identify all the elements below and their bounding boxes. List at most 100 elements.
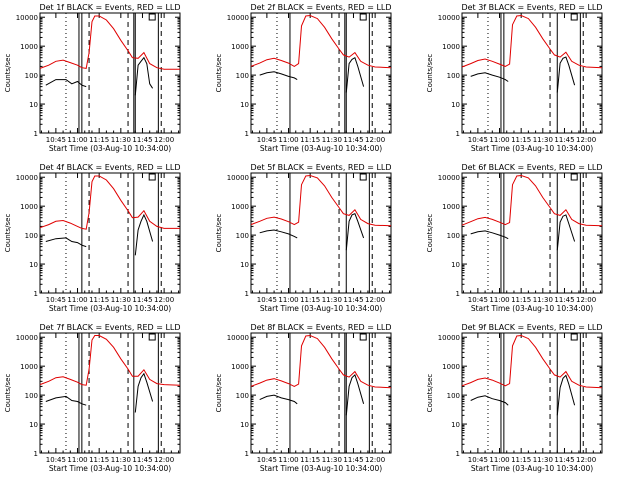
y-tick-label: 100 <box>236 72 249 80</box>
y-axis-label: Counts/sec <box>4 54 12 93</box>
y-tick-label: 10000 <box>438 14 460 22</box>
plot-frame <box>39 12 181 134</box>
y-tick-label: 100 <box>236 392 249 400</box>
series-line-events <box>470 214 576 251</box>
y-axis-label: Counts/sec <box>4 214 12 253</box>
y-tick-label: 100 <box>25 392 38 400</box>
x-tick-label: 10:45 <box>468 456 488 464</box>
x-tick-label: 12:00 <box>154 136 174 144</box>
y-tick-label: 100 <box>236 232 249 240</box>
x-tick-label: 11:15 <box>511 136 531 144</box>
x-tick-label: 12:00 <box>154 296 174 304</box>
y-tick-label: 10 <box>451 101 460 109</box>
x-tick-label: 11:45 <box>343 136 363 144</box>
x-tick-label: 11:45 <box>343 456 363 464</box>
series-line-events <box>259 213 365 251</box>
plot-frame <box>250 12 392 134</box>
y-tick-label: 1000 <box>442 203 460 211</box>
series-line-lld <box>461 174 603 227</box>
x-tick-label: 12:00 <box>365 296 385 304</box>
series-line-lld <box>250 174 392 227</box>
plot-marker-box <box>359 13 367 21</box>
x-tick-label: 12:00 <box>365 456 385 464</box>
panel-det-1: 1 10 100 1000 10000 10:45 11:00 11:15 11:30 11:45… <box>4 3 181 153</box>
y-tick-label: 1000 <box>231 363 249 371</box>
x-tick-label: 12:00 <box>576 296 596 304</box>
plot-title: Det 4f BLACK = Events, RED = LLD <box>39 163 180 172</box>
y-tick-label: 100 <box>447 232 460 240</box>
x-tick-label: 11:15 <box>300 296 320 304</box>
y-tick-label: 10 <box>451 421 460 429</box>
x-tick-label: 11:30 <box>322 136 342 144</box>
y-tick-label: 1 <box>34 130 38 138</box>
x-tick-label: 11:00 <box>67 456 87 464</box>
x-tick-label: 11:15 <box>89 456 109 464</box>
x-tick-label: 10:45 <box>46 136 66 144</box>
x-tick-label: 11:15 <box>511 456 531 464</box>
x-tick-label: 11:30 <box>111 456 131 464</box>
y-tick-label: 10000 <box>16 14 38 22</box>
plot-frame <box>250 172 392 294</box>
y-tick-label: 10000 <box>227 14 249 22</box>
x-tick-label: 12:00 <box>365 136 385 144</box>
y-tick-label: 1000 <box>442 43 460 51</box>
y-tick-label: 1 <box>34 290 38 298</box>
series-line-lld <box>39 15 180 70</box>
x-tick-label: 12:00 <box>154 456 174 464</box>
y-tick-label: 10 <box>29 421 38 429</box>
plot-marker-box <box>570 173 578 181</box>
x-tick-label: 10:45 <box>46 296 66 304</box>
panel-det-5: 1 10 100 1000 10000 10:45 11:00 11:15 11:30 11:45… <box>215 163 392 313</box>
series-line-events <box>45 56 154 96</box>
x-axis-label: Start Time (03-Aug-10 10:34:00) <box>49 464 171 473</box>
plot-frame <box>461 12 603 134</box>
x-tick-label: 11:45 <box>554 296 574 304</box>
series-line-events <box>259 373 365 416</box>
x-axis-label: Start Time (03-Aug-10 10:34:00) <box>49 304 171 313</box>
x-axis-label: Start Time (03-Aug-10 10:34:00) <box>471 304 593 313</box>
plot-title: Det 7f BLACK = Events, RED = LLD <box>39 323 180 332</box>
plot-marker-box <box>148 173 156 181</box>
x-tick-label: 11:00 <box>67 296 87 304</box>
x-axis-label: Start Time (03-Aug-10 10:34:00) <box>260 464 382 473</box>
y-tick-label: 1 <box>456 130 460 138</box>
series-line-events <box>470 374 576 416</box>
y-tick-label: 1000 <box>20 363 38 371</box>
x-tick-label: 10:45 <box>46 456 66 464</box>
x-axis-label: Start Time (03-Aug-10 10:34:00) <box>471 464 593 473</box>
y-tick-label: 10 <box>240 261 249 269</box>
y-tick-label: 10 <box>451 261 460 269</box>
x-tick-label: 11:30 <box>111 136 131 144</box>
y-tick-label: 10000 <box>227 174 249 182</box>
plot-marker-box <box>148 333 156 341</box>
y-tick-label: 1 <box>34 450 38 458</box>
y-tick-label: 1 <box>456 450 460 458</box>
y-tick-label: 1 <box>245 290 249 298</box>
x-tick-label: 11:30 <box>533 456 553 464</box>
y-tick-label: 100 <box>447 72 460 80</box>
x-tick-label: 10:45 <box>468 296 488 304</box>
x-tick-label: 11:15 <box>89 296 109 304</box>
plot-title: Det 2f BLACK = Events, RED = LLD <box>250 3 391 12</box>
x-tick-label: 11:45 <box>132 296 152 304</box>
y-axis-label: Counts/sec <box>215 214 223 253</box>
series-line-events <box>470 56 576 93</box>
x-axis-label: Start Time (03-Aug-10 10:34:00) <box>49 144 171 153</box>
y-axis-label: Counts/sec <box>426 54 434 93</box>
x-tick-label: 11:45 <box>554 136 574 144</box>
x-axis-label: Start Time (03-Aug-10 10:34:00) <box>260 144 382 153</box>
y-axis-label: Counts/sec <box>426 214 434 253</box>
panel-det-3: 1 10 100 1000 10000 10:45 11:00 11:15 11:30 11:45… <box>426 3 603 153</box>
y-tick-label: 10 <box>240 421 249 429</box>
x-tick-label: 12:00 <box>576 456 596 464</box>
x-tick-label: 11:15 <box>300 456 320 464</box>
series-line-events <box>45 213 154 256</box>
plot-frame <box>461 332 603 454</box>
plot-title: Det 3f BLACK = Events, RED = LLD <box>461 3 602 12</box>
x-axis-label: Start Time (03-Aug-10 10:34:00) <box>260 304 382 313</box>
x-tick-label: 10:45 <box>257 296 277 304</box>
x-tick-label: 11:45 <box>554 456 574 464</box>
panel-det-4: 1 10 100 1000 10000 10:45 11:00 11:15 11:30 11:45… <box>4 163 181 313</box>
plot-marker-box <box>359 173 367 181</box>
